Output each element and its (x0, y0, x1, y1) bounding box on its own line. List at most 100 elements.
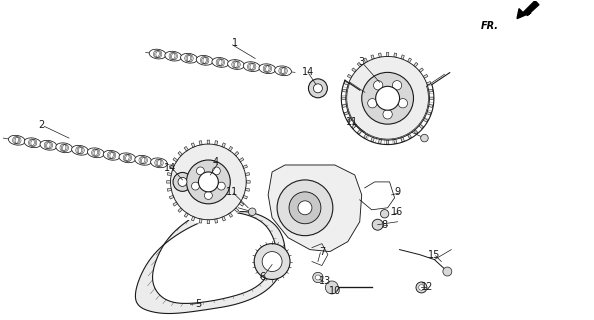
Polygon shape (401, 55, 405, 60)
Polygon shape (407, 58, 412, 63)
Polygon shape (342, 97, 346, 100)
Ellipse shape (119, 153, 136, 163)
Polygon shape (243, 195, 248, 199)
Polygon shape (246, 181, 250, 183)
Polygon shape (184, 147, 188, 151)
Circle shape (213, 167, 220, 175)
Circle shape (198, 172, 219, 192)
Circle shape (217, 182, 225, 190)
Circle shape (262, 252, 282, 271)
Polygon shape (239, 158, 244, 162)
Polygon shape (235, 151, 239, 156)
Polygon shape (166, 181, 170, 183)
Circle shape (362, 72, 413, 124)
Circle shape (398, 99, 407, 108)
Ellipse shape (103, 150, 120, 160)
Ellipse shape (8, 135, 25, 145)
Polygon shape (245, 172, 249, 176)
Ellipse shape (87, 148, 104, 158)
Circle shape (170, 144, 247, 220)
Polygon shape (342, 104, 347, 108)
Polygon shape (268, 165, 362, 252)
Ellipse shape (24, 138, 41, 148)
Ellipse shape (274, 66, 292, 76)
Ellipse shape (259, 64, 276, 74)
Circle shape (368, 99, 377, 108)
Ellipse shape (151, 158, 168, 168)
Polygon shape (239, 202, 244, 206)
Polygon shape (344, 112, 349, 115)
Polygon shape (344, 82, 349, 85)
Circle shape (308, 79, 327, 98)
Circle shape (341, 52, 434, 145)
Ellipse shape (244, 62, 260, 71)
Polygon shape (413, 62, 418, 67)
Text: 9: 9 (394, 187, 400, 197)
Polygon shape (413, 130, 418, 134)
Polygon shape (245, 188, 249, 191)
Circle shape (314, 84, 323, 93)
Polygon shape (207, 140, 210, 144)
Text: 12: 12 (421, 283, 434, 292)
Text: 6: 6 (259, 273, 265, 283)
Polygon shape (342, 89, 347, 92)
Polygon shape (364, 134, 368, 139)
Polygon shape (169, 165, 174, 168)
Text: FR.: FR. (481, 20, 499, 31)
Polygon shape (394, 139, 397, 144)
Polygon shape (424, 74, 428, 78)
Polygon shape (394, 53, 397, 57)
Text: 11: 11 (346, 117, 358, 127)
Circle shape (375, 86, 400, 110)
Polygon shape (222, 143, 226, 148)
Text: 4: 4 (212, 157, 219, 167)
Polygon shape (401, 137, 405, 142)
Polygon shape (173, 158, 178, 162)
Polygon shape (178, 151, 182, 156)
Text: 1: 1 (232, 37, 238, 47)
Ellipse shape (72, 145, 89, 155)
Polygon shape (378, 139, 381, 144)
Ellipse shape (135, 156, 151, 165)
Circle shape (380, 210, 389, 218)
Circle shape (173, 172, 192, 191)
Polygon shape (169, 195, 174, 199)
Polygon shape (387, 52, 389, 56)
Text: 5: 5 (195, 300, 201, 309)
Polygon shape (347, 118, 352, 122)
Circle shape (315, 275, 320, 280)
Polygon shape (419, 68, 424, 72)
Polygon shape (229, 213, 233, 217)
Text: 10: 10 (328, 286, 341, 296)
Circle shape (187, 160, 230, 204)
Polygon shape (352, 68, 356, 72)
Ellipse shape (181, 53, 197, 63)
Polygon shape (199, 141, 202, 145)
Text: 14: 14 (302, 68, 314, 77)
Polygon shape (243, 165, 248, 168)
Circle shape (197, 167, 204, 175)
Polygon shape (199, 219, 202, 223)
Text: 3: 3 (359, 57, 365, 68)
Circle shape (312, 272, 323, 283)
Circle shape (419, 285, 424, 290)
Polygon shape (424, 118, 428, 122)
Text: 13: 13 (319, 276, 331, 286)
Text: 7: 7 (319, 247, 325, 257)
Text: 16: 16 (391, 207, 404, 217)
Polygon shape (429, 104, 433, 108)
Polygon shape (517, 1, 539, 19)
Polygon shape (426, 82, 431, 85)
Circle shape (374, 81, 383, 90)
Polygon shape (371, 55, 374, 60)
Ellipse shape (196, 55, 213, 65)
Ellipse shape (40, 140, 57, 150)
Polygon shape (191, 216, 195, 221)
Polygon shape (173, 202, 178, 206)
Polygon shape (429, 97, 434, 100)
Polygon shape (352, 124, 356, 129)
Polygon shape (167, 188, 172, 191)
Circle shape (326, 281, 339, 294)
Circle shape (204, 192, 212, 199)
Text: 11: 11 (226, 187, 238, 197)
